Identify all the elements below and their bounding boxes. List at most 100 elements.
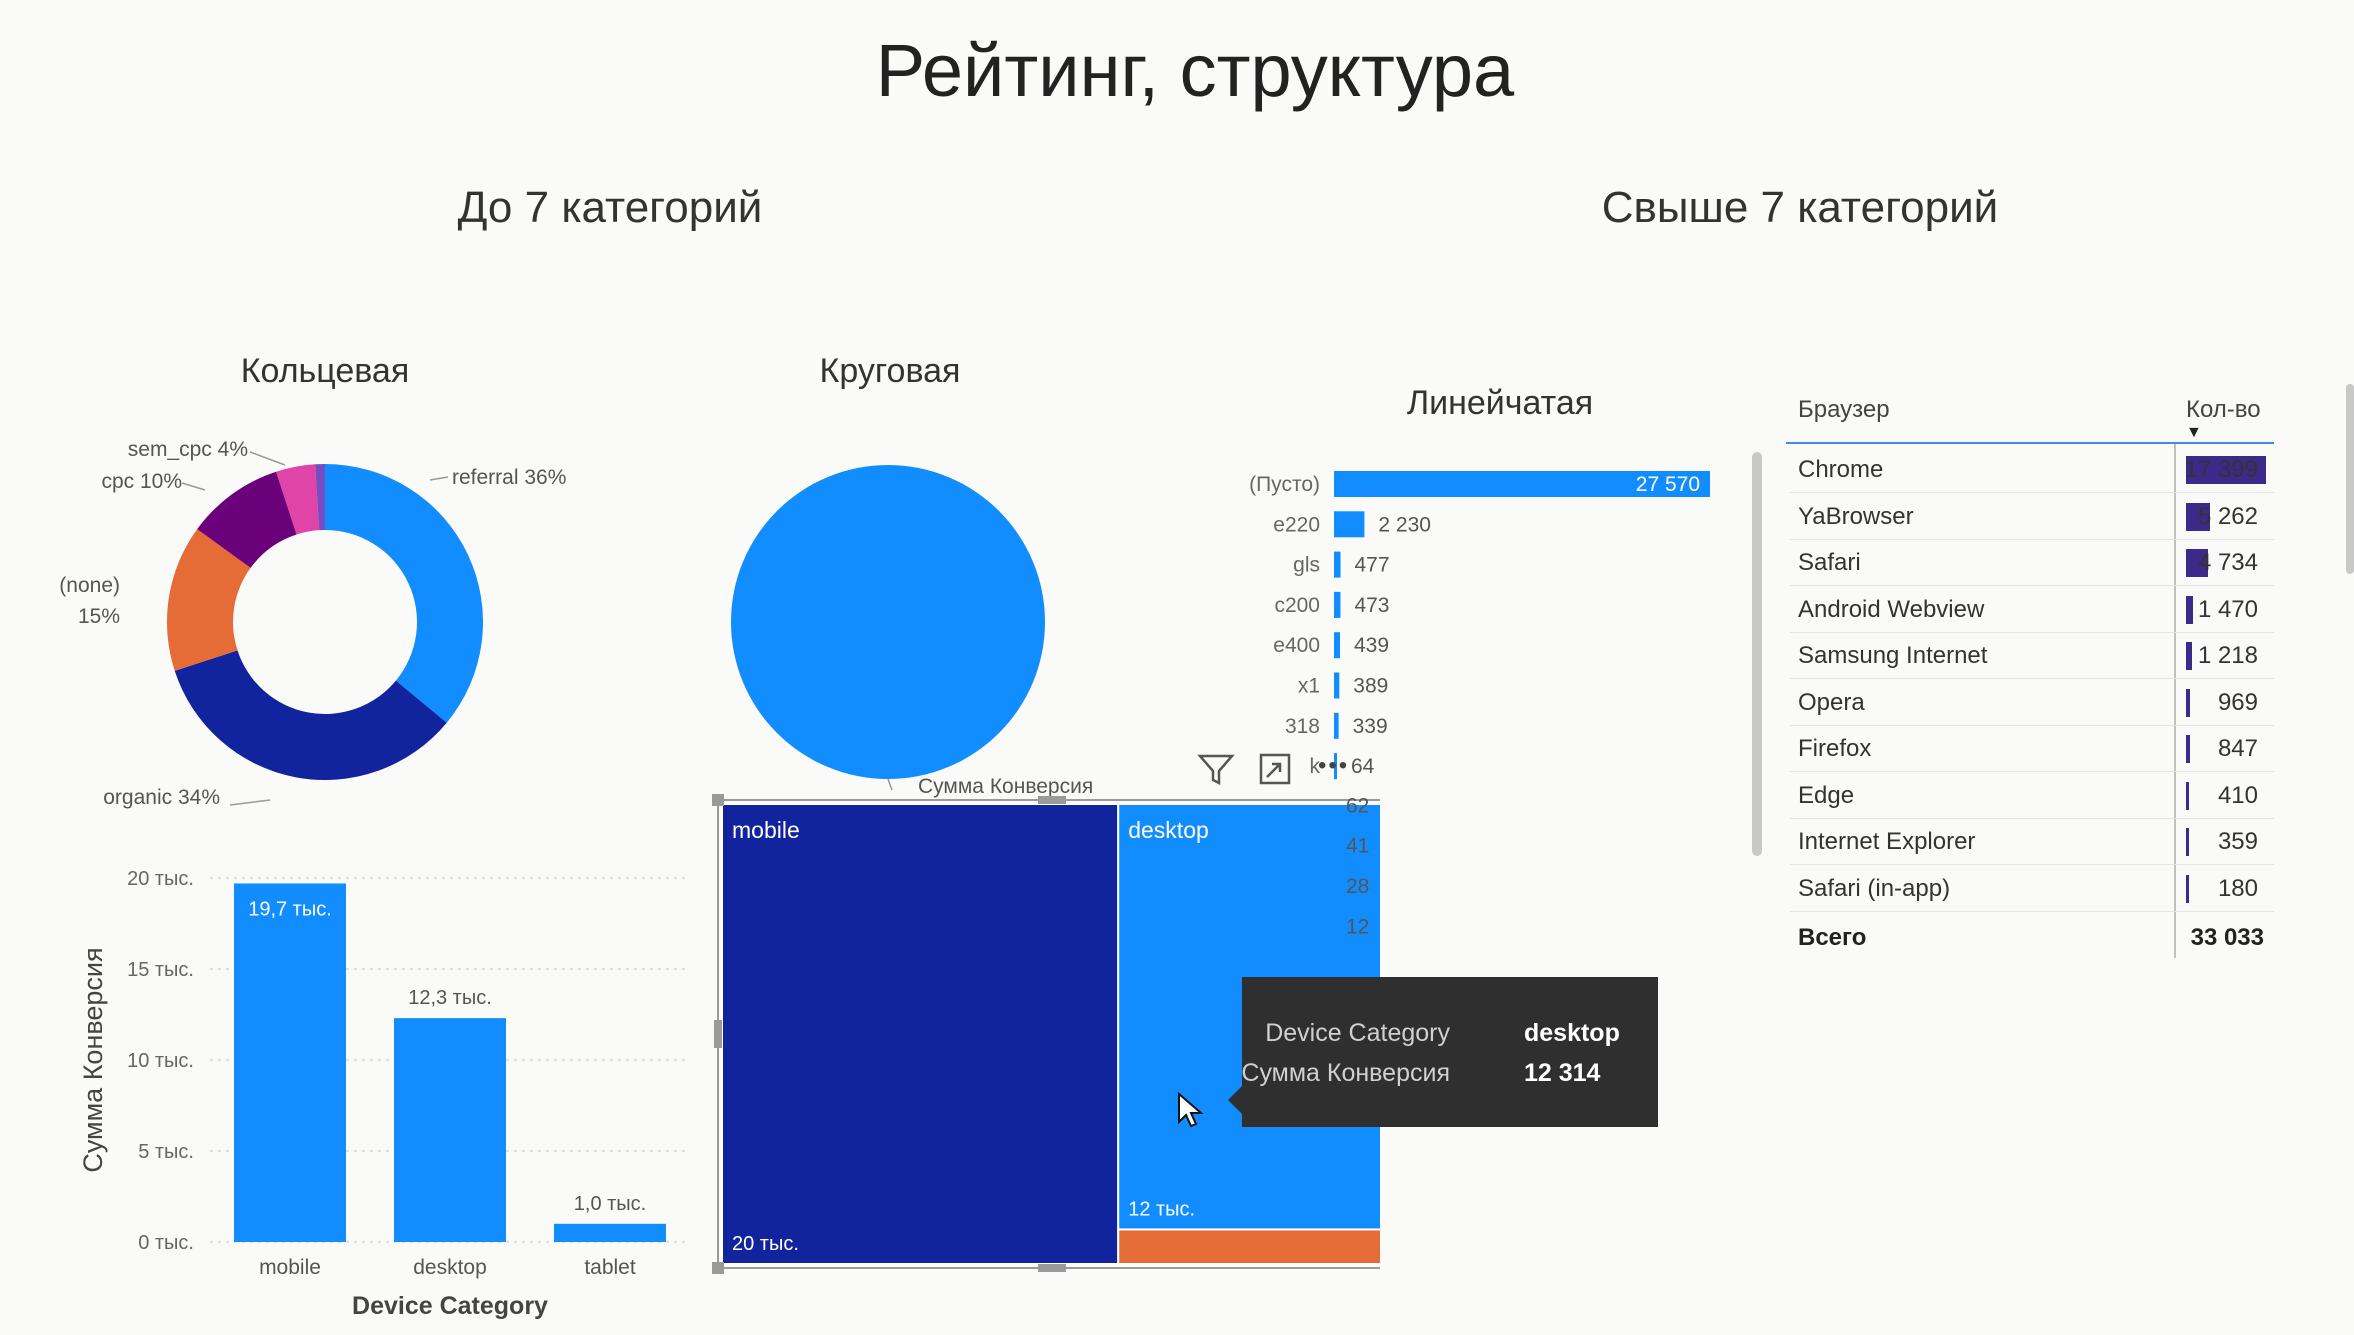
bar-category-label: e400 [1273,634,1320,657]
table-cell-databar [2186,642,2192,670]
data-label: 12,3 тыс. [408,987,492,1009]
table-cell-browser: Samsung Internet [1798,642,1988,669]
treemap-tile[interactable] [721,803,1120,1265]
bar-category-label: x1 [1298,675,1320,698]
table-row[interactable]: Internet Explorer 359 [1790,818,2274,864]
hbar[interactable] [1334,753,1337,780]
bar-category-label: c200 [1274,594,1320,617]
table-column-divider [2174,444,2176,958]
donut-slice[interactable] [167,529,251,671]
bar-data-label: 64 [1351,755,1375,778]
y-tick-label: 5 тыс. [138,1141,194,1163]
resize-handle[interactable] [1038,1264,1066,1272]
donut-slice[interactable] [197,471,297,568]
table-row-divider [1790,492,2274,493]
resize-handle[interactable] [712,794,724,806]
y-tick-label: 15 тыс. [127,959,194,981]
hbar[interactable] [1334,632,1340,659]
table-total-value: 33 033 [2190,924,2264,951]
table-row[interactable]: Samsung Internet 1 218 [1790,632,2274,678]
hbar[interactable] [1334,591,1341,618]
donut-slice[interactable] [325,464,483,723]
resize-handle[interactable] [712,1262,724,1274]
donut-chart[interactable]: referral 36% organic 34% (none) 15% cpc 10% s… [0,420,640,820]
bar-data-label: 12 [1346,915,1369,938]
table-cell-databar [2186,688,2191,717]
bar-category-label: k [1310,755,1321,778]
y-tick-label: 10 тыс. [127,1050,194,1072]
hbar[interactable] [1334,712,1339,739]
table-row[interactable]: Safari 4 734 [1790,539,2274,585]
bar-data-label: 389 [1353,675,1388,698]
table-header-count[interactable]: Кол-во [2186,396,2261,423]
table-header-browser[interactable]: Браузер [1798,396,1890,423]
resize-handle[interactable] [1038,796,1066,804]
hbar[interactable] [1334,511,1365,538]
table-row-divider [1790,538,2274,540]
focus-mode-icon[interactable] [1258,752,1294,786]
bar-data-label: 27 570 [1636,473,1700,496]
hbar[interactable] [1334,672,1340,699]
bar-data-label: 477 [1355,554,1390,577]
donut-slice[interactable] [315,464,325,531]
donut-slice[interactable] [276,464,320,535]
table-row[interactable]: YaBrowser 5 262 [1790,493,2274,539]
table-cell-browser: Internet Explorer [1798,828,1976,855]
donut-leader-line[interactable] [249,451,286,466]
donut-leader-line[interactable] [229,799,271,806]
hbar[interactable] [1334,471,1710,497]
horizontal-bar-chart[interactable]: (Пусто) 27 570 e220 2 230 gls 477 c200 473 e400 4… [1220,450,1780,950]
table-cell-browser: Edge [1798,781,1855,809]
x-tick-label: desktop [413,1256,487,1279]
table-cell-count: 847 [2217,735,2258,762]
table-row-divider [1790,771,2274,772]
hbar[interactable] [1334,551,1341,578]
treemap-label: mobile [732,817,800,843]
table-row-divider [1790,817,2274,819]
bar-category-label: gls [1293,554,1320,577]
bar-data-label: 62 [1346,794,1369,817]
pie-chart[interactable]: Сумма Конверсия [700,440,1100,800]
table-row[interactable]: Safari (in-app) 180 [1790,865,2274,911]
table-total-label: Всего [1798,924,1867,951]
column-chart[interactable]: 0 тыс. 5 тыс. 10 тыс. 15 тыс. 20 тыс. 19,7 ты… [60,850,700,1330]
table-cell-count: 4 734 [2197,549,2258,576]
table-row-divider [1790,678,2274,679]
table-row[interactable]: Chrome 17 399 [1790,446,2274,492]
table-cell-browser: Opera [1798,688,1865,716]
column-bar[interactable] [234,883,346,1242]
tooltip-key-sum: Сумма Конверсия [1241,1059,1450,1087]
treemap-value-label: 20 тыс. [732,1233,799,1255]
page-title: Рейтинг, структура [875,29,1515,112]
bar-category-label: 318 [1285,715,1320,738]
table-cell-databar [2186,828,2189,856]
donut-label: 15% [78,605,120,628]
page-scrollbar[interactable] [2346,384,2354,574]
y-tick-label: 0 тыс. [138,1232,194,1254]
column-bar[interactable] [554,1223,666,1242]
data-label: 19,7 тыс. [248,898,332,920]
donut-leader-line[interactable] [181,482,206,491]
data-label: 1,0 тыс. [574,1193,646,1215]
donut-leader-line[interactable] [429,476,449,481]
table-row[interactable]: Firefox 847 [1790,725,2274,771]
more-options-icon[interactable]: ••• [1318,752,1350,779]
resize-handle[interactable] [714,1020,722,1048]
table-cell-browser: Safari (in-app) [1798,874,1951,902]
table-row[interactable]: Android Webview 1 470 [1790,586,2274,632]
bar-chart-title: Линейчатая [1406,384,1594,422]
column-bar[interactable] [394,1018,506,1242]
scrollbar[interactable] [1752,452,1762,856]
filter-icon[interactable] [1196,750,1236,788]
table-cell-count: 359 [2217,828,2258,855]
table-header-divider [1786,442,2274,444]
x-tick-label: mobile [259,1256,321,1279]
donut-label: organic 34% [103,786,220,809]
pie-slice[interactable] [731,465,1045,779]
sort-desc-icon[interactable]: ▼ [2186,424,2202,441]
donut-slice[interactable] [174,650,447,780]
treemap-tile[interactable] [1117,1228,1380,1265]
table-cell-browser: Firefox [1798,735,1872,762]
table-row[interactable]: Edge 410 [1790,772,2274,818]
table-row[interactable]: Opera 969 [1790,679,2274,725]
